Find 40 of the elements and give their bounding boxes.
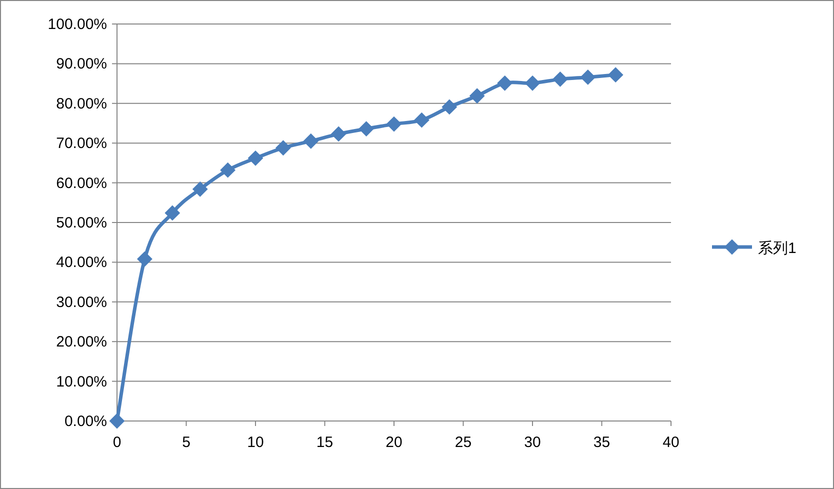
- point: [248, 150, 263, 166]
- y-tick-label: 50.00%: [56, 214, 107, 232]
- y-tick-label: 80.00%: [56, 95, 107, 112]
- point: [276, 140, 291, 156]
- point: [470, 88, 485, 104]
- x-tick-label: 15: [316, 434, 334, 451]
- legend-label: 系列1: [758, 240, 796, 257]
- point: [386, 116, 402, 132]
- x-tick-label: 40: [662, 434, 680, 451]
- point: [414, 112, 430, 128]
- point: [358, 121, 374, 136]
- y-tick-label: 40.00%: [56, 254, 107, 272]
- point: [442, 99, 457, 114]
- x-tick-label: 5: [182, 434, 190, 451]
- point: [192, 182, 208, 197]
- x-tick-label: 25: [454, 434, 472, 451]
- point: [608, 67, 624, 82]
- y-tick-label: 30.00%: [56, 294, 107, 311]
- point: [497, 76, 512, 91]
- point: [303, 134, 318, 149]
- point: [331, 126, 346, 142]
- x-tick-label: 20: [386, 434, 402, 451]
- y-tick-label: 20.00%: [56, 334, 107, 351]
- x-tick-label: 35: [593, 434, 610, 451]
- x-tick-label: 10: [247, 434, 264, 451]
- point: [110, 414, 124, 428]
- y-tick-label: 10.00%: [56, 373, 107, 390]
- y-tick-label: 100.00%: [48, 16, 107, 33]
- y-tick-label: 90.00%: [56, 56, 107, 73]
- y-tick-label: 70.00%: [56, 135, 107, 152]
- point: [525, 76, 540, 91]
- point: [164, 205, 180, 220]
- y-tick-label: 60.00%: [56, 174, 107, 192]
- x-tick-label: 30: [524, 434, 541, 451]
- point: [220, 162, 236, 178]
- point: [580, 70, 596, 85]
- point: [552, 72, 568, 87]
- point: [137, 252, 152, 267]
- y-tick-label: 0.00%: [64, 413, 107, 430]
- x-tick-label: 0: [112, 434, 122, 451]
